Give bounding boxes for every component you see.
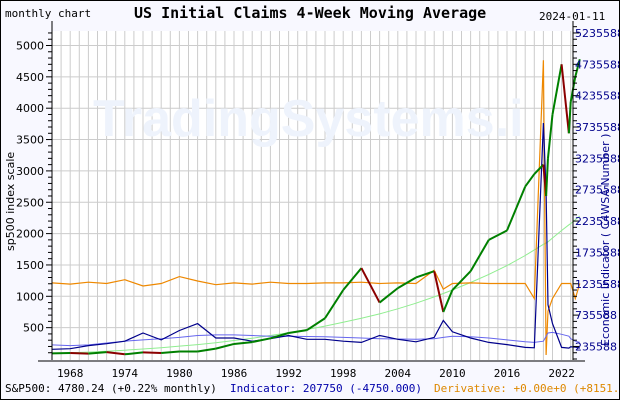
right-tick-label: 5235588 — [575, 27, 620, 40]
x-tick-label: 1986 — [221, 367, 248, 380]
sp500-trend-line — [51, 215, 581, 354]
sp500-segment — [524, 173, 536, 188]
sp500-segment — [488, 229, 508, 241]
right-tick-label: 735588 — [575, 309, 617, 322]
grid-lines — [52, 31, 573, 360]
left-tick-label: 1000 — [16, 290, 44, 303]
x-tick-label: 1992 — [275, 367, 302, 380]
sp500-segment — [551, 64, 563, 115]
left-tick-label: 1500 — [16, 259, 44, 272]
left-tick-label: 3000 — [16, 165, 44, 178]
x-tick-label: 1974 — [112, 367, 139, 380]
left-tick-label: 2500 — [16, 196, 44, 209]
x-tick-label: 2010 — [439, 367, 466, 380]
left-tick-label: 4500 — [16, 71, 44, 84]
sp500-segment — [469, 239, 490, 272]
sp500-segment — [574, 59, 581, 78]
sp500-segment — [442, 289, 454, 313]
sp500-segment — [451, 270, 472, 291]
sp500-segment — [324, 289, 345, 319]
left-tick-label: 2000 — [16, 228, 44, 241]
right-tick-label: 1235588 — [575, 278, 620, 291]
right-tick-label: 4235588 — [575, 90, 620, 103]
sp500-segment — [342, 267, 363, 291]
sp500-segment — [533, 163, 545, 175]
sp500-segment — [161, 350, 180, 355]
sp500-segment — [545, 158, 549, 197]
sp500-segment — [106, 351, 125, 356]
sp500-segment — [567, 101, 572, 134]
sp500-segment — [197, 347, 216, 353]
sp500-segment — [251, 337, 271, 344]
sp500-segment — [270, 332, 289, 340]
indicator-line — [51, 122, 580, 350]
sp500-segment — [306, 317, 326, 331]
x-tick-label: 2022 — [548, 367, 575, 380]
sp500-segment — [560, 64, 570, 134]
chart-date: 2024-01-11 — [539, 10, 606, 23]
left-tick-label: 4000 — [16, 102, 44, 115]
left-tick-label: 5000 — [16, 40, 44, 53]
axes: 5000 4500 4000 3500 3000 2500 2000 1500 1000 500 5… — [16, 21, 620, 380]
sp500-segment — [70, 352, 89, 355]
sp500-segment — [124, 351, 144, 356]
chart-title: US Initial Claims 4-Week Moving Average — [134, 4, 487, 22]
x-tick-label: 1980 — [166, 367, 193, 380]
sp500-segment — [433, 271, 445, 313]
indicator-summary: Indicator: 207750 (-4750.000) — [230, 382, 423, 395]
chart-period-label: monthly chart — [5, 7, 92, 20]
right-tick-label: 4735588 — [575, 58, 620, 71]
right-tick-label: 2235588 — [575, 215, 620, 228]
right-tick-label: 3735588 — [575, 121, 620, 134]
derivative-line — [51, 60, 581, 356]
sp500-segment — [88, 351, 107, 355]
right-tick-label: 2735588 — [575, 184, 620, 197]
series-layer — [51, 59, 581, 356]
sp500-segment — [546, 114, 554, 159]
right-tick-label: 1735588 — [575, 246, 620, 259]
x-tick-label: 2016 — [494, 367, 521, 380]
left-tick-label: 500 — [23, 322, 44, 335]
x-tick-label: 1968 — [57, 367, 84, 380]
x-tick-label: 1998 — [330, 367, 357, 380]
derivative-summary: Derivative: +0.00e+0 (+8151.754 — [434, 382, 620, 395]
sp500-segment — [142, 351, 162, 355]
sp500-segment — [415, 270, 435, 279]
sp500-segment — [397, 276, 417, 290]
watermark: TradingSystems.i — [93, 90, 524, 148]
left-tick-label: 3500 — [16, 134, 44, 147]
sp500-summary: S&P500: 4780.24 (+0.22% monthly) — [5, 382, 217, 395]
sp500-segment — [215, 342, 235, 350]
sp500-segment — [288, 329, 307, 334]
sp500-segment — [378, 287, 399, 304]
left-axis-label: sp500 index scale — [4, 152, 17, 251]
x-tick-label: 2004 — [385, 367, 412, 380]
sp500-segment — [233, 341, 253, 345]
right-tick-label: 235588 — [575, 340, 617, 353]
right-axis-label: Economic Indicator ( C4WSA Number ) — [599, 134, 612, 346]
right-tick-label: 3235588 — [575, 152, 620, 165]
sp500-segment — [506, 186, 527, 231]
sp500-segment — [360, 267, 381, 304]
